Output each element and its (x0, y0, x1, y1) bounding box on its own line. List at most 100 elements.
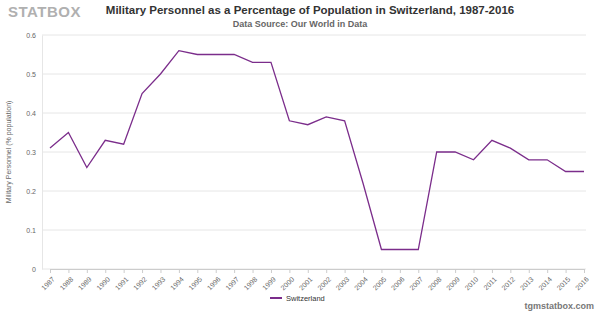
x-tick-mark (160, 269, 161, 273)
legend: Switzerland (270, 294, 325, 303)
x-tick: 2012 (500, 269, 516, 291)
y-tick-label: 0.4 (26, 110, 36, 117)
x-tick: 2009 (445, 269, 461, 291)
x-tick-label: 1999 (261, 275, 277, 291)
x-tick-label: 1993 (150, 275, 166, 291)
x-tick: 2004 (353, 269, 369, 291)
x-tick-mark (492, 269, 493, 273)
chart-container: STATBOXtgmstatbox.comMilitary Personnel … (0, 0, 600, 314)
y-tick: 0.5 (26, 71, 42, 78)
plot-area (50, 51, 584, 250)
x-tick-label: 2009 (445, 275, 461, 291)
y-tick-label: 0.3 (26, 149, 36, 156)
x-tick: 1990 (95, 269, 111, 291)
x-tick: 1995 (187, 269, 203, 291)
x-tick-label: 1987 (40, 275, 56, 291)
x-tick-mark (566, 269, 567, 273)
legend-swatch (270, 297, 282, 299)
x-tick: 2013 (519, 269, 535, 291)
x-tick-mark (271, 269, 272, 273)
x-tick-mark (474, 269, 475, 273)
x-tick-label: 1988 (58, 275, 74, 291)
x-tick-label: 2016 (574, 275, 590, 291)
x-tick-mark (87, 269, 88, 273)
y-tick: 0.4 (26, 110, 42, 117)
y-tick: 0.6 (26, 32, 42, 39)
x-tick: 1996 (206, 269, 222, 291)
x-axis: 1987198819891990199119921993199419951996… (40, 269, 590, 291)
title: Military Personnel as a Percentage of Po… (106, 4, 514, 16)
x-tick-mark (326, 269, 327, 273)
x-tick-mark (50, 269, 51, 273)
y-tick-label: 0.1 (26, 227, 36, 234)
x-tick-mark (289, 269, 290, 273)
x-tick: 2016 (574, 269, 590, 291)
x-tick-mark (363, 269, 364, 273)
x-tick-label: 1989 (77, 275, 93, 291)
x-tick: 2007 (408, 269, 424, 291)
x-tick-mark (142, 269, 143, 273)
x-tick-label: 1992 (132, 275, 148, 291)
x-tick: 2002 (316, 269, 332, 291)
y-axis: 0 0.1 0.2 0.3 0.4 0.5 0.6 (26, 32, 42, 273)
x-tick: 1997 (224, 269, 240, 291)
y-tick-label: 0.2 (26, 188, 36, 195)
chart-svg: STATBOXtgmstatbox.comMilitary Personnel … (0, 0, 600, 314)
x-tick: 1999 (261, 269, 277, 291)
x-tick: 2011 (482, 269, 498, 291)
x-tick: 2015 (556, 269, 572, 291)
x-tick: 1998 (243, 269, 259, 291)
x-tick: 1992 (132, 269, 148, 291)
grid-line (42, 35, 586, 36)
x-tick-mark (437, 269, 438, 273)
x-tick-label: 2005 (371, 275, 387, 291)
grid-line (42, 113, 586, 114)
x-tick: 2000 (279, 269, 295, 291)
x-tick: 1993 (150, 269, 166, 291)
footer: tgmstatbox.com (524, 301, 594, 311)
x-tick-mark (197, 269, 198, 273)
y-tick: 0.2 (26, 188, 42, 195)
subtitle: Data Source: Our World in Data (233, 19, 368, 29)
x-tick-mark (216, 269, 217, 273)
x-tick-label: 2011 (482, 275, 498, 291)
x-tick: 1987 (40, 269, 56, 291)
x-tick-label: 1994 (169, 275, 185, 291)
x-tick-mark (105, 269, 106, 273)
x-tick-mark (345, 269, 346, 273)
x-tick: 2010 (464, 269, 480, 291)
x-tick-label: 2013 (519, 275, 535, 291)
y-tick-label: 0.6 (26, 32, 36, 39)
grid-line (42, 191, 586, 192)
x-tick: 2003 (335, 269, 351, 291)
x-tick-label: 2006 (390, 275, 406, 291)
x-tick-mark (68, 269, 69, 273)
x-tick-label: 2002 (316, 275, 332, 291)
y-tick-label: 0.5 (26, 71, 36, 78)
x-tick: 2008 (427, 269, 443, 291)
x-tick-mark (547, 269, 548, 273)
x-tick-label: 2004 (353, 275, 369, 291)
x-tick-mark (381, 269, 382, 273)
data-line (50, 51, 584, 250)
x-tick-label: 2000 (279, 275, 295, 291)
x-tick: 2014 (537, 269, 553, 291)
x-tick: 2006 (390, 269, 406, 291)
y-tick: 0.3 (26, 149, 42, 156)
y-tick-label: 0 (32, 266, 36, 273)
x-tick-label: 2012 (500, 275, 516, 291)
x-tick: 1988 (58, 269, 74, 291)
x-tick-label: 2015 (556, 275, 572, 291)
x-tick-label: 2010 (464, 275, 480, 291)
x-tick: 2001 (298, 269, 314, 291)
x-tick-label: 2001 (298, 275, 314, 291)
x-tick-mark (308, 269, 309, 273)
x-tick-mark (584, 269, 585, 273)
y-tick: 0.1 (26, 227, 42, 234)
x-tick-label: 1995 (187, 275, 203, 291)
x-tick-label: 2003 (335, 275, 351, 291)
x-tick-mark (529, 269, 530, 273)
x-tick-mark (418, 269, 419, 273)
x-tick-label: 1991 (114, 275, 130, 291)
x-axis-line (51, 270, 585, 274)
